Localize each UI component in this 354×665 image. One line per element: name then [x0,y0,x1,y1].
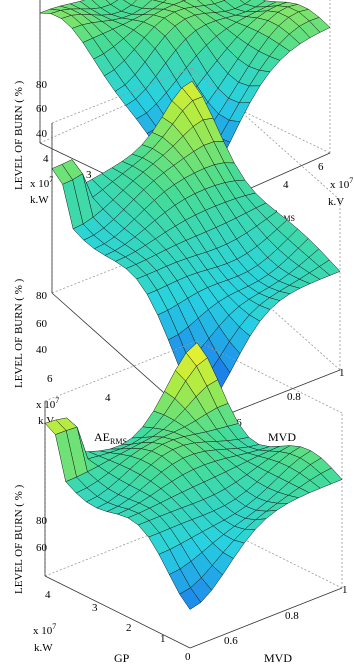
panel-1-x-tick: 3 [86,169,92,181]
surface-cell [239,0,252,5]
panel-3-x-label: GP [114,651,130,665]
panel-3-y-tick: 1 [342,584,348,596]
panel-3-surface [44,342,343,610]
panel-1: LEVEL OF BURN ( % ) 80 60 40 4 3 2 1 0 x… [13,0,353,223]
panel-1-y-unit: k.V [328,196,344,208]
panel-3-x-tick: 1 [160,633,166,645]
surface-cell [179,587,202,610]
panel-2-box-edge [191,67,341,201]
panel-1-y-tick: 6 [318,161,324,173]
panel-1-surface [39,0,331,201]
panel-1-x-tick: 4 [43,153,49,165]
panel-3-x-multiplier: x 107 [33,622,56,637]
panel-1-box-edge [39,80,181,144]
panel-2-z-tick: 40 [36,344,48,356]
panel-1-z-tick: 40 [36,128,48,140]
panel-3-box-edge [196,340,343,414]
panel-3-x-tick: 4 [45,589,51,601]
panel-3-box-edge [196,515,343,589]
panel-3-box [44,340,343,649]
panel-3-y-tick: 0.6 [224,635,238,647]
panel-2-z-label: LEVEL OF BURN ( % ) [13,278,25,388]
panel-3-box-edge [44,575,191,649]
panel-2-z-tick: 60 [36,318,48,330]
panel-1-y-multiplier: x 107 [330,176,353,191]
panel-2-box-edge [51,67,193,124]
panel-3-x-tick: 2 [126,622,132,634]
panel-2-x-tick: 4 [105,392,111,404]
panel-2-z-tick: 80 [36,290,48,302]
panel-2-x-label: AERMS [94,430,127,446]
panel-3-y-tick: 0.8 [285,610,299,622]
panel-1-x-multiplier: x 107 [30,175,53,190]
panel-3-z-tick: 80 [36,515,48,527]
panel-1-x-unit: k.W [30,194,49,206]
panel-3-x-tick: 3 [92,602,98,614]
panel-2-y-tick: 0.8 [287,391,301,403]
panel-2-y-tick: 1 [339,367,345,379]
panel-1-z-label: LEVEL OF BURN ( % ) [13,80,25,190]
panel-3-y-label: MVD [264,651,292,665]
panel-3-x-unit: k.W [34,642,53,654]
panel-3-z-label: LEVEL OF BURN ( % ) [13,484,25,594]
panel-2-x-tick: 6 [47,373,53,385]
panel-3-z-tick: 60 [36,542,48,554]
panel-2-y-label: MVD [268,430,296,444]
panel-3: LEVEL OF BURN ( % ) 80 60 4 3 2 1 0 x 10… [13,340,348,665]
panel-2-x-multiplier: x 107 [36,396,59,411]
panel-3-x-tick: 0 [185,651,191,663]
panel-3-box-edge [189,587,343,649]
panel-1-y-tick: 4 [283,179,289,191]
panel-3-box-edge [44,340,198,402]
panel-1-z-tick: 80 [36,79,48,91]
panel-1-z-tick: 60 [36,103,48,115]
